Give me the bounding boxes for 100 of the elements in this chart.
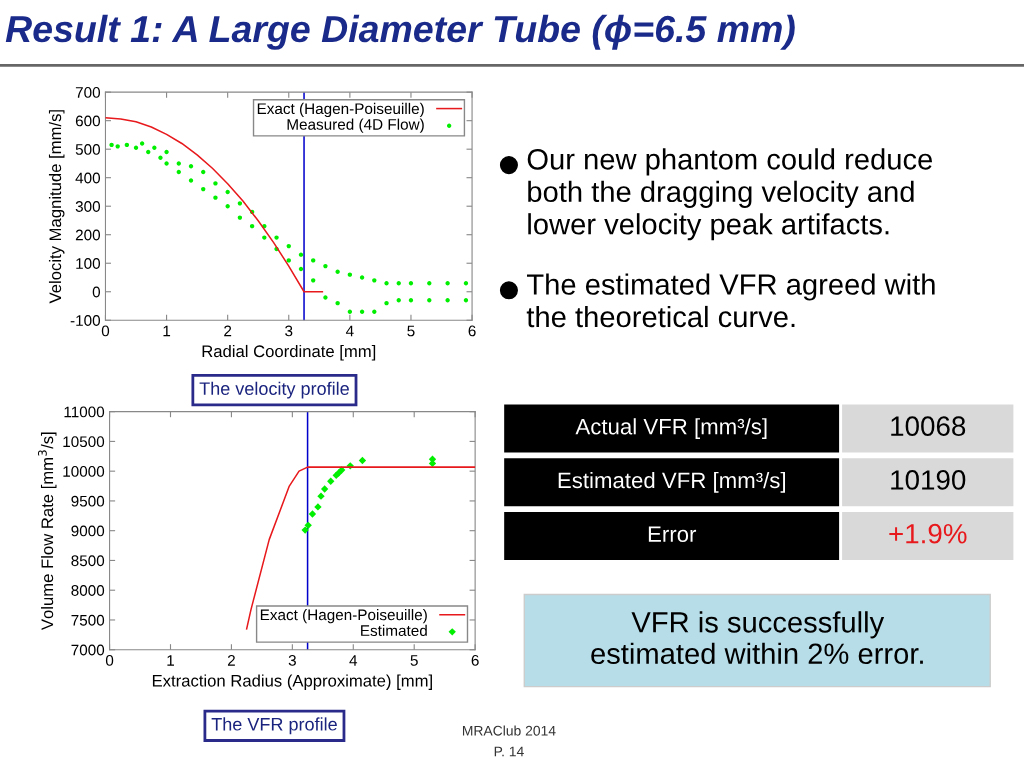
point [213,195,218,200]
text: Result 1: A Large Diameter Tube (ϕ=6.5 mm) [5,14,795,50]
x-tick-label: 1 [167,655,174,666]
x-axis-title: Extraction Radius (Approximate) [mm] [152,674,432,690]
x-tick-label: 5 [410,655,418,666]
point [164,161,169,166]
y-tick-label: 10500 [63,436,105,448]
point [188,164,194,169]
point [298,252,304,257]
point [139,141,145,146]
point [311,278,316,283]
point [237,201,243,206]
point [249,223,255,229]
y-axis-title: Volume Flow Rate [mm$^{3}$/s] [38,432,57,631]
point [359,275,365,280]
point [445,298,450,303]
text: The estimated VFR agreed with the theoretical curve. [526,273,935,328]
point [323,263,328,269]
text: 10190 [891,470,966,490]
point [201,186,206,192]
point [188,178,194,183]
x-tick-label: 3 [285,325,293,337]
point [408,280,414,286]
point [225,204,230,209]
x-axis-title: Radial Coordinate [mm] [202,344,376,361]
point [311,258,316,263]
point [152,145,157,150]
y-tick-label: 9000 [71,525,105,537]
text: 10068 [891,416,966,436]
text: The VFR profile [211,717,337,735]
y-tick-label: 11000 [64,406,105,418]
y-tick-label: 7000 [71,644,105,656]
text: The velocity profile [199,381,349,399]
point [335,269,340,274]
point [158,155,163,160]
point [308,510,317,518]
y-tick-label: 8500 [71,555,105,567]
point [445,280,450,286]
point [109,142,114,148]
point [124,142,130,148]
x-tick-label: 4 [345,325,354,337]
point [176,161,181,166]
point [237,215,243,220]
y-tick-label: 7500 [71,614,105,626]
x-tick-label: 1 [163,325,171,337]
point [176,169,181,175]
x-tick-label: 0 [105,654,114,666]
point [359,309,365,314]
text: Our new phantom could reduce both the dragging velocity and lower velocity peak artifacts. [527,148,932,241]
point [372,278,377,283]
point [327,477,335,485]
text: Error [648,526,697,543]
legend-label: Exact (Hagen-Poiseuille) [260,609,427,624]
x-tick-label: 2 [227,654,235,666]
y-tick-label: 200 [75,229,101,241]
point [408,298,414,303]
y-tick-label: -100 [70,315,101,326]
legend-label: Estimated [361,624,427,637]
y-tick-label: 300 [75,201,101,212]
point [463,280,469,286]
point [347,309,353,314]
point [347,272,353,277]
point [286,243,291,249]
point [213,181,218,186]
y-tick-label: 9500 [71,495,105,507]
y-tick-label: 8000 [71,585,105,596]
y-tick-label: 700 [75,87,101,98]
y-tick-label: 500 [75,144,101,155]
text: VFR is successfully estimated within 2% error. [591,611,923,665]
legend-label: Measured (4D Flow) [287,118,424,133]
point [201,169,206,175]
point [133,145,139,150]
text: P. 14 [494,746,524,757]
point [320,485,329,493]
point [335,300,340,306]
point [304,521,312,530]
y-tick-label: 600 [75,115,101,127]
y-axis-title: Velocity Magnitude [mm/s] [48,110,65,304]
point [384,280,389,286]
point [358,456,367,465]
point [427,280,432,286]
y-tick-label: 0 [92,286,101,298]
y-tick-label: 100 [76,258,101,269]
point [396,298,401,303]
x-tick-label: 2 [224,325,232,337]
text: MRAClub 2014 [462,725,556,736]
point [225,189,230,195]
point [262,235,267,240]
point [286,258,291,263]
point [146,149,151,155]
text: Actual VFR [mm³/s] [575,418,767,439]
point [396,280,401,286]
text: Estimated VFR [mm³/s] [558,471,785,493]
x-tick-label: 6 [468,325,476,337]
y-tick-label: 400 [75,172,101,184]
x-tick-label: 3 [288,654,296,666]
point [463,298,469,303]
y-tick-label: 10000 [63,466,105,477]
point [164,149,169,155]
x-tick-label: 4 [349,655,358,666]
